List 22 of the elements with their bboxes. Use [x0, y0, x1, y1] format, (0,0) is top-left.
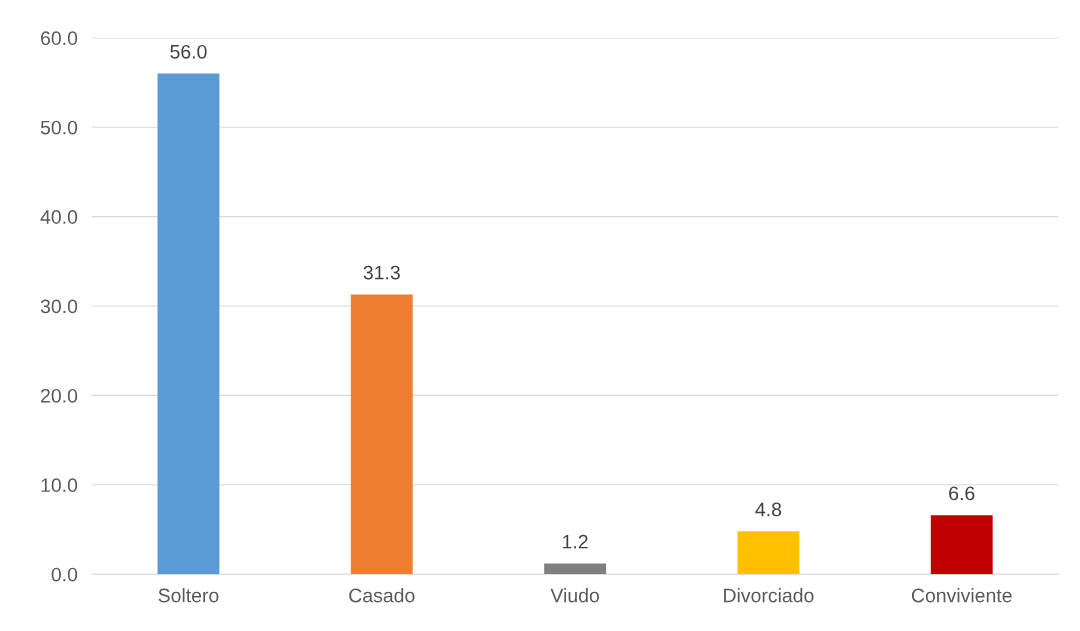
y-tick-label: 40.0: [40, 210, 78, 224]
data-label: 6.6: [949, 486, 975, 501]
bar: [544, 563, 607, 575]
x-tick-label: Casado: [349, 588, 415, 603]
y-tick-label: 20.0: [41, 388, 78, 403]
bar: [350, 294, 413, 575]
y-tick-label: 10.0: [41, 478, 78, 493]
y-tick-label: 30.0: [40, 299, 78, 314]
bar: [157, 73, 220, 575]
x-tick-label: Viudo: [550, 588, 599, 603]
data-label: 56.0: [170, 44, 207, 59]
x-tick-label: Divorciado: [724, 588, 814, 603]
y-tick-label: 0.0: [51, 567, 78, 582]
bar: [737, 531, 800, 575]
x-tick-label: Conviviente: [911, 588, 1012, 603]
bar: [930, 515, 993, 575]
x-tick-label: Soltero: [158, 588, 219, 603]
y-tick-label: 50.0: [40, 120, 78, 135]
data-label: 1.2: [563, 534, 588, 549]
data-label: 31.3: [363, 265, 400, 280]
y-tick-label: 60.0: [41, 31, 78, 46]
data-label: 4.8: [755, 502, 782, 517]
